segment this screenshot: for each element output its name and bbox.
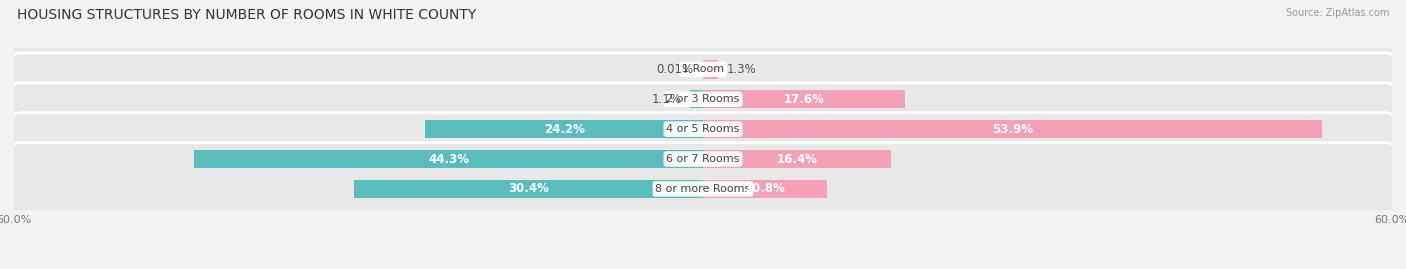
Bar (354, 180, 703, 198)
Legend: Owner-occupied, Renter-occupied: Owner-occupied, Renter-occupied (575, 266, 831, 269)
Text: 53.9%: 53.9% (993, 123, 1033, 136)
Bar (425, 120, 703, 138)
Text: 30.4%: 30.4% (508, 182, 548, 195)
FancyBboxPatch shape (6, 53, 1400, 146)
Bar (703, 90, 905, 108)
Bar (703, 120, 1322, 138)
Text: 1.3%: 1.3% (727, 63, 756, 76)
Text: 16.4%: 16.4% (776, 153, 818, 165)
Bar (690, 90, 703, 108)
Text: 2 or 3 Rooms: 2 or 3 Rooms (666, 94, 740, 104)
Text: 24.2%: 24.2% (544, 123, 585, 136)
Text: 4 or 5 Rooms: 4 or 5 Rooms (666, 124, 740, 134)
Text: 44.3%: 44.3% (429, 153, 470, 165)
Text: 8 or more Rooms: 8 or more Rooms (655, 184, 751, 194)
Bar (703, 60, 718, 79)
Text: HOUSING STRUCTURES BY NUMBER OF ROOMS IN WHITE COUNTY: HOUSING STRUCTURES BY NUMBER OF ROOMS IN… (17, 8, 477, 22)
Text: 17.6%: 17.6% (783, 93, 824, 106)
FancyBboxPatch shape (6, 113, 1400, 205)
FancyBboxPatch shape (6, 143, 1400, 235)
FancyBboxPatch shape (6, 23, 1400, 116)
Text: 1.1%: 1.1% (651, 93, 681, 106)
Bar (703, 180, 827, 198)
Text: 6 or 7 Rooms: 6 or 7 Rooms (666, 154, 740, 164)
Text: 1 Room: 1 Room (682, 64, 724, 74)
Bar (194, 150, 703, 168)
Text: 0.01%: 0.01% (657, 63, 693, 76)
Bar (703, 150, 891, 168)
Text: Source: ZipAtlas.com: Source: ZipAtlas.com (1285, 8, 1389, 18)
FancyBboxPatch shape (6, 83, 1400, 175)
Text: 10.8%: 10.8% (745, 182, 786, 195)
